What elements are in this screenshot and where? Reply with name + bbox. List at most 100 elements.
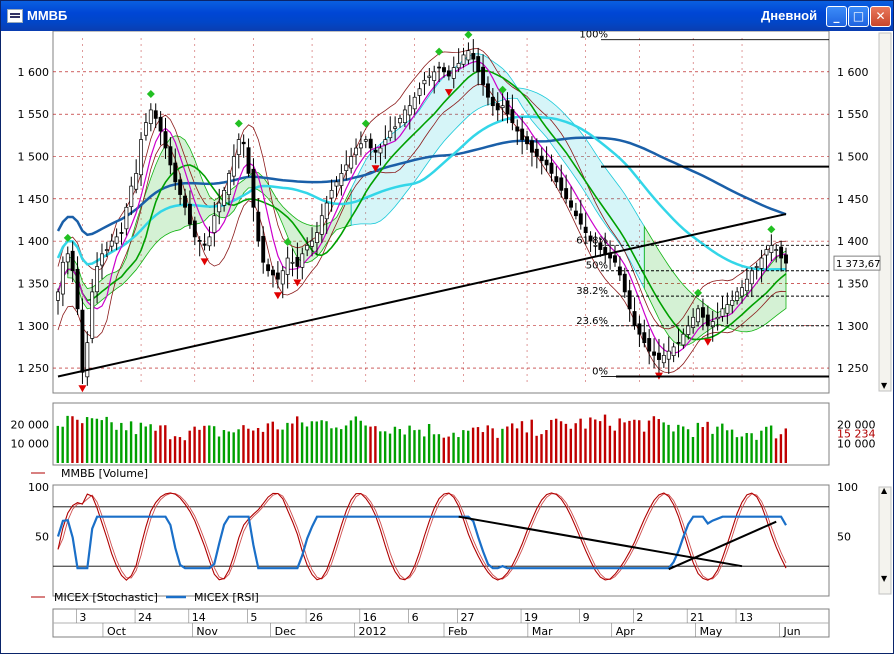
- candle-body: [417, 88, 422, 96]
- candle-body: [183, 195, 187, 208]
- x-tick-day: 9: [583, 611, 590, 624]
- volume-bar: [491, 428, 494, 463]
- candle-body: [148, 109, 153, 124]
- volume-bar: [677, 424, 680, 463]
- timeframe-label[interactable]: Дневной: [761, 8, 818, 23]
- candle-body: [456, 63, 461, 69]
- volume-last-label: 15 234: [837, 428, 876, 441]
- volume-bar: [437, 434, 441, 463]
- volume-bar: [706, 421, 709, 463]
- volume-bar: [95, 418, 99, 463]
- y-tick-label-right: 1 550: [837, 108, 869, 121]
- volume-bar: [208, 425, 211, 463]
- candle-body: [143, 122, 148, 136]
- volume-bar: [608, 425, 612, 463]
- y-tick-label: 1 500: [18, 150, 50, 163]
- buy-signal-marker: [234, 119, 243, 128]
- ma-short-line: [57, 69, 787, 341]
- volume-bar: [388, 433, 392, 463]
- candle-body: [461, 54, 466, 65]
- candle-body: [207, 236, 212, 247]
- candle-body: [769, 245, 774, 253]
- volume-bar: [281, 429, 284, 463]
- maximize-button[interactable]: □: [848, 6, 869, 27]
- candle-body: [305, 245, 310, 251]
- volume-bar: [633, 419, 636, 463]
- last-value-box: [833, 255, 881, 271]
- volume-bar: [681, 426, 685, 463]
- candle-body: [60, 261, 65, 295]
- chart-canvas[interactable]: ▼ ▼ ▲ 1 250 1 250 1 300 1 300 1 350 1 350 1 400 1 …: [1, 31, 893, 653]
- candle-body: [705, 314, 710, 327]
- x-tick-day: 27: [461, 611, 475, 624]
- oscillator-y-label-right: 50: [837, 531, 851, 544]
- volume-bar: [696, 422, 700, 463]
- title-bar[interactable]: ММВБ Дневной _ □ ✕: [1, 1, 893, 31]
- candle-body: [70, 250, 75, 272]
- x-tick-month: May: [700, 625, 723, 638]
- candle-body: [564, 188, 569, 200]
- volume-bar: [222, 430, 226, 463]
- volume-bar: [164, 425, 167, 463]
- volume-bar: [76, 419, 79, 463]
- volume-bar: [183, 440, 187, 463]
- volume-bar: [584, 428, 587, 463]
- y-tick-label: 1 400: [18, 235, 50, 248]
- candle-body: [402, 109, 407, 124]
- candle-body: [280, 270, 285, 285]
- candle-body: [754, 266, 759, 268]
- candle-body: [412, 96, 417, 110]
- volume-bar: [168, 439, 172, 463]
- candle-body: [158, 116, 163, 132]
- candle-body: [354, 147, 358, 156]
- buy-signal-marker: [694, 288, 703, 297]
- stochastic-line: [57, 492, 787, 581]
- candle-body: [637, 323, 642, 335]
- volume-bar: [115, 429, 118, 463]
- x-tick-day: 14: [192, 611, 206, 624]
- volume-bar: [286, 422, 289, 463]
- candle-body: [324, 202, 329, 220]
- volume-bar: [735, 437, 739, 463]
- candle-body: [373, 149, 378, 153]
- volume-bar: [418, 429, 421, 463]
- candle-body: [168, 146, 173, 166]
- volume-bar: [442, 437, 445, 463]
- volume-bar: [589, 417, 592, 463]
- volume-bar: [545, 430, 548, 463]
- buy-signal-marker: [283, 238, 292, 247]
- volume-bar: [427, 424, 431, 463]
- rsi-legend: MICEX [RSI]: [194, 591, 259, 604]
- buy-signal-marker: [767, 225, 776, 234]
- candle-body: [80, 309, 85, 373]
- minimize-button[interactable]: _: [826, 6, 847, 27]
- volume-bar: [71, 416, 74, 463]
- volume-bar: [594, 419, 597, 463]
- candle-body: [285, 257, 290, 275]
- candle-body: [393, 126, 398, 129]
- candle-body: [251, 168, 256, 208]
- volume-bar: [745, 432, 748, 463]
- candle-body: [227, 173, 231, 195]
- volume-bar: [471, 427, 475, 463]
- candle-body: [500, 105, 505, 108]
- volume-bar: [139, 422, 143, 463]
- x-tick-month: Nov: [196, 625, 218, 638]
- candle-body: [109, 240, 114, 247]
- candle-body: [529, 140, 534, 153]
- candle-body: [490, 96, 495, 107]
- close-button[interactable]: ✕: [870, 6, 891, 27]
- candle-body: [134, 173, 139, 190]
- volume-bar: [310, 421, 314, 463]
- candle-body: [700, 307, 705, 318]
- ichimoku-cloud-green: [643, 224, 787, 347]
- sell-signal-marker: [78, 385, 87, 393]
- y-tick-label-right: 1 350: [837, 277, 869, 290]
- volume-bar: [628, 420, 631, 463]
- volume-bar: [110, 422, 113, 463]
- volume-bar: [90, 418, 94, 463]
- volume-bar: [354, 416, 358, 463]
- candle-body: [75, 269, 80, 310]
- volume-bar: [379, 431, 382, 463]
- volume-bar: [554, 418, 558, 463]
